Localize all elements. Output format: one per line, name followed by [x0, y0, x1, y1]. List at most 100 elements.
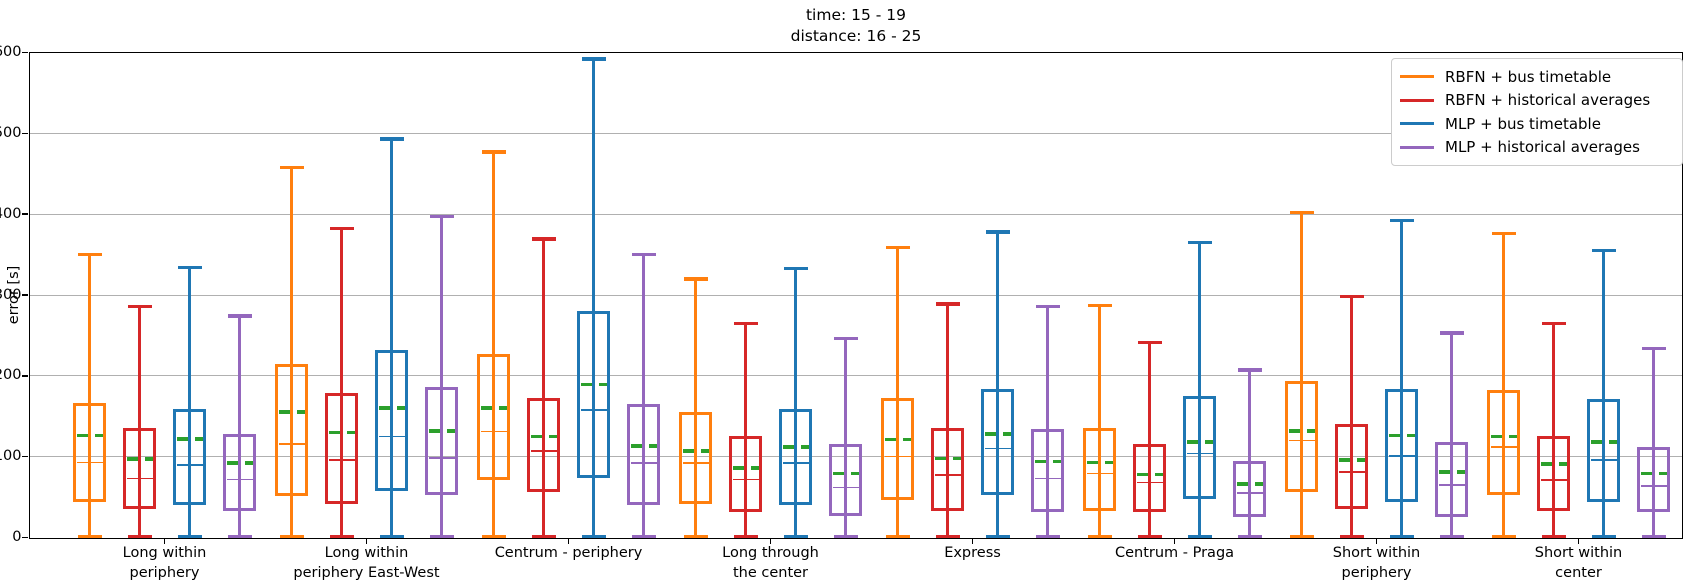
- mean-line: [934, 456, 961, 461]
- whisker-line: [895, 247, 900, 537]
- whisker-cap-bottom: [783, 534, 808, 539]
- whisker-cap-bottom: [581, 534, 606, 539]
- median-line: [1640, 484, 1667, 487]
- whisker-cap-bottom: [1187, 534, 1212, 539]
- whisker-cap-bottom: [429, 534, 454, 539]
- median-line: [1086, 472, 1113, 475]
- median-line: [1438, 484, 1465, 486]
- y-tick-mark: [21, 536, 28, 539]
- median-line: [76, 461, 103, 464]
- box: [1435, 442, 1468, 518]
- x-category-label: Long within periphery: [122, 545, 207, 581]
- legend-item: RBFN + historical averages: [1400, 89, 1674, 113]
- box: [1031, 429, 1064, 513]
- y-tick-label: 400: [0, 205, 22, 222]
- mean-line: [378, 406, 405, 410]
- whisker-cap-bottom: [885, 534, 910, 539]
- box: [729, 436, 762, 512]
- median-line: [278, 442, 305, 445]
- x-category-label: Long through the center: [722, 545, 819, 581]
- median-line: [984, 447, 1011, 450]
- whisker-cap-top: [1439, 331, 1464, 335]
- whisker-cap-bottom: [1339, 534, 1364, 539]
- mean-line: [1438, 470, 1465, 474]
- median-line: [682, 462, 709, 464]
- whisker-cap-bottom: [631, 534, 656, 539]
- box: [375, 349, 408, 492]
- whisker-cap-bottom: [733, 534, 758, 539]
- mean-line: [732, 466, 759, 470]
- box: [931, 427, 964, 511]
- whisker-cap-top: [481, 150, 506, 154]
- whisker-cap-bottom: [379, 534, 404, 539]
- whisker-cap-bottom: [279, 534, 304, 539]
- mean-line: [428, 429, 455, 433]
- box: [1385, 388, 1418, 502]
- mean-line: [328, 430, 355, 435]
- mean-line: [176, 437, 203, 441]
- box: [577, 311, 610, 479]
- whisker-cap-bottom: [1137, 534, 1162, 539]
- whisker-cap-top: [833, 336, 858, 341]
- box: [223, 434, 256, 511]
- whisker-cap-bottom: [481, 534, 506, 539]
- whisker-cap-top: [733, 321, 758, 326]
- whisker-cap-top: [1187, 240, 1212, 245]
- y-tick-label: 300: [0, 286, 22, 303]
- whisker-cap-top: [1035, 304, 1060, 309]
- whisker-cap-bottom: [1289, 534, 1314, 539]
- whisker-cap-bottom: [127, 534, 152, 539]
- x-tick-mark: [163, 538, 166, 544]
- median-line: [732, 478, 759, 481]
- whisker-cap-top: [885, 245, 910, 250]
- mean-line: [832, 471, 859, 476]
- median-line: [226, 478, 253, 481]
- box: [173, 408, 206, 506]
- whisker-line: [289, 167, 294, 537]
- whisker-cap-top: [1591, 248, 1616, 253]
- whisker-cap-bottom: [833, 534, 858, 539]
- whisker-cap-top: [227, 314, 252, 318]
- gridline: [29, 213, 1682, 215]
- x-tick-mark: [567, 538, 570, 544]
- whisker-line: [1299, 212, 1304, 537]
- box: [981, 388, 1014, 495]
- median-line: [884, 455, 911, 458]
- legend-line-swatch: [1400, 122, 1434, 126]
- x-tick-mark: [971, 538, 974, 544]
- box: [1183, 396, 1216, 499]
- box: [73, 403, 106, 502]
- gridline: [29, 294, 1682, 296]
- whisker-cap-top: [279, 165, 304, 170]
- y-tick-mark: [21, 375, 28, 377]
- box: [1487, 389, 1520, 496]
- whisker-line: [491, 151, 496, 537]
- whisker-cap-bottom: [1035, 534, 1060, 539]
- mean-line: [884, 437, 911, 442]
- whisker-line: [641, 254, 646, 537]
- whisker-line: [995, 231, 1000, 537]
- legend-item: MLP + historical averages: [1400, 136, 1674, 160]
- whisker-cap-top: [1339, 294, 1364, 299]
- whisker-cap-top: [1237, 368, 1262, 372]
- whisker-cap-top: [1389, 218, 1414, 223]
- box: [679, 412, 712, 505]
- legend-label: MLP + historical averages: [1445, 138, 1640, 157]
- whisker-cap-top: [77, 252, 102, 257]
- whisker-cap-bottom: [683, 534, 708, 539]
- legend-label: RBFN + historical averages: [1445, 91, 1651, 110]
- whisker-cap-bottom: [1641, 534, 1666, 539]
- mean-line: [1186, 440, 1213, 444]
- y-tick-mark: [21, 132, 28, 135]
- box: [123, 427, 156, 510]
- whisker-line: [843, 338, 848, 537]
- mean-line: [278, 410, 305, 414]
- whisker-cap-bottom: [985, 534, 1010, 539]
- gridline: [29, 132, 1682, 134]
- whisker-line: [743, 323, 748, 537]
- median-line: [1540, 479, 1567, 481]
- chart-title-line-2: distance: 16 - 25: [790, 27, 922, 45]
- box: [1233, 460, 1266, 518]
- y-tick-label: 200: [0, 367, 22, 384]
